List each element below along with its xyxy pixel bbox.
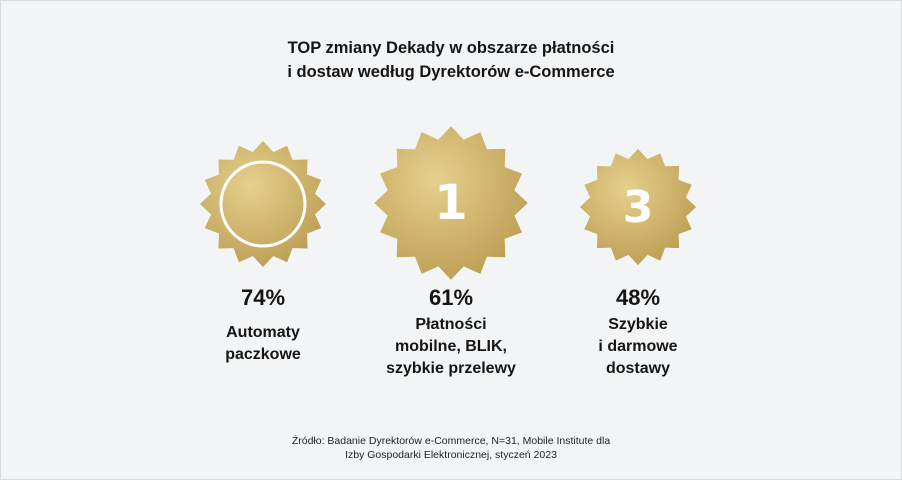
item-label: Automaty paczkowe — [153, 322, 373, 366]
ring-icon — [219, 160, 307, 248]
badge-rank-1: 1 — [373, 125, 529, 281]
source-line-1: Źródło: Badanie Dyrektorów e-Commerce, N… — [291, 435, 611, 447]
page-title: TOP zmiany Dekady w obszarze płatności i… — [0, 36, 902, 84]
label-line: paczkowe — [225, 346, 301, 363]
source-note: Źródło: Badanie Dyrektorów e-Commerce, N… — [0, 434, 902, 462]
gold-star-badge-icon — [579, 148, 697, 266]
source-line-2: Izby Gospodarki Elektronicznej, styczeń … — [345, 449, 557, 461]
percent-value: 74% — [240, 285, 286, 310]
title-line-1: TOP zmiany Dekady w obszarze płatności — [287, 39, 615, 57]
badge-number: 1 — [434, 175, 468, 231]
item-label: Płatności mobilne, BLIK, szybkie przelew… — [341, 314, 561, 380]
label-line: dostawy — [605, 360, 670, 377]
label-line: i darmowe — [598, 338, 678, 355]
label-line: szybkie przelewy — [386, 360, 516, 377]
label-line: Automaty — [226, 324, 300, 341]
item-label: Szybkie i darmowe dostawy — [528, 314, 748, 380]
badge-rank-3: 3 — [579, 148, 697, 266]
label-line: mobilne, BLIK, — [395, 338, 507, 355]
percent-value: 48% — [615, 285, 661, 310]
title-line-2: i dostaw według Dyrektorów e-Commerce — [287, 63, 615, 81]
gold-star-badge-icon — [200, 141, 326, 267]
label-line: Płatności — [415, 316, 487, 333]
gold-star-badge-icon — [374, 126, 528, 280]
percent-value: 61% — [428, 285, 474, 310]
label-line: Szybkie — [608, 316, 668, 333]
badge-number: 3 — [622, 181, 654, 233]
badge-ring — [199, 140, 327, 268]
